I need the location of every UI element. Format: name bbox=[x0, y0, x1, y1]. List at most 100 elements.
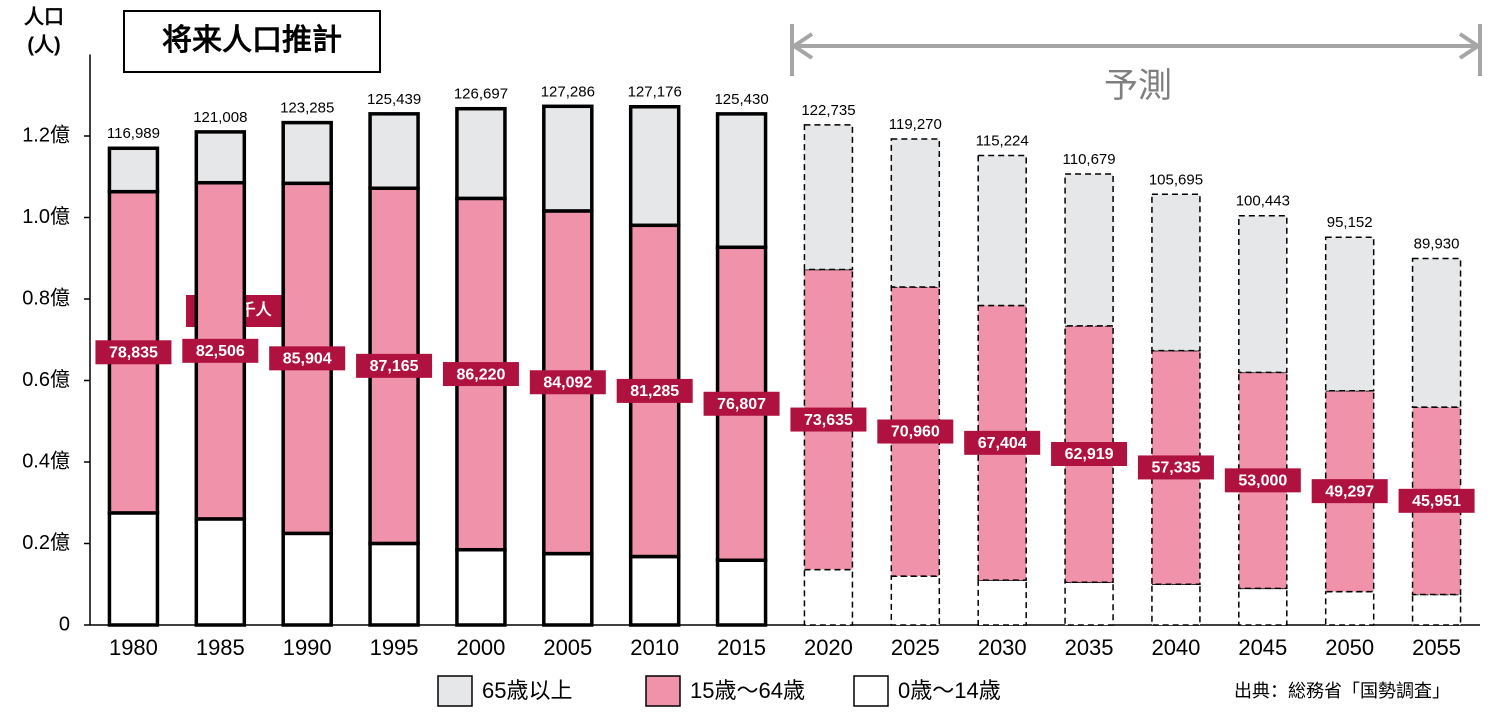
bar-segment bbox=[1238, 214, 1288, 374]
bar-segment bbox=[1411, 593, 1462, 626]
bar-segment bbox=[628, 105, 681, 228]
total-label: 116,989 bbox=[107, 125, 160, 142]
bar-segment bbox=[1064, 581, 1114, 626]
bar-segment bbox=[1324, 590, 1375, 626]
y-tick-label: 0.4億 bbox=[22, 449, 70, 472]
x-tick-label: 2035 bbox=[1065, 635, 1114, 660]
total-label: 125,439 bbox=[367, 91, 421, 108]
y-tick-label: 0.2億 bbox=[22, 531, 70, 554]
legend-swatch bbox=[437, 675, 473, 707]
bar-segment bbox=[281, 531, 333, 627]
bar-segment bbox=[628, 554, 681, 627]
bar-segment bbox=[455, 547, 507, 627]
value-label: 45,951 bbox=[1412, 493, 1461, 510]
bar-segment bbox=[368, 112, 420, 190]
value-label-box bbox=[1398, 488, 1475, 513]
value-label: 67,404 bbox=[978, 435, 1027, 452]
bar-segment bbox=[1238, 587, 1288, 626]
x-tick-label: 1980 bbox=[109, 635, 158, 660]
total-label: 100,443 bbox=[1236, 193, 1290, 210]
bar-segment bbox=[194, 130, 247, 185]
total-label: 126,697 bbox=[454, 86, 508, 103]
value-label: 81,285 bbox=[630, 383, 679, 400]
total-label: 125,430 bbox=[714, 91, 768, 108]
chart-title: 将来人口推計 bbox=[162, 23, 342, 57]
value-label-box bbox=[877, 419, 954, 444]
forecast-label: 予測 bbox=[1104, 67, 1172, 105]
x-tick-label: 1995 bbox=[370, 635, 419, 660]
x-tick-label: 2030 bbox=[978, 635, 1027, 660]
bar-segment bbox=[455, 106, 507, 201]
value-label: 86,220 bbox=[456, 366, 505, 383]
value-label: 62,919 bbox=[1065, 446, 1114, 463]
bar-segment bbox=[890, 138, 941, 288]
bar-segment bbox=[1151, 193, 1201, 352]
value-label: 78,835 bbox=[109, 345, 158, 362]
y-tick-label: 0.6億 bbox=[22, 368, 70, 391]
bar-segment bbox=[1151, 583, 1201, 626]
value-label-box bbox=[1137, 455, 1214, 480]
x-tick-label: 2015 bbox=[717, 635, 766, 660]
x-tick-label: 2010 bbox=[630, 635, 679, 660]
total-label: 123,285 bbox=[280, 100, 334, 117]
value-label: 70,960 bbox=[891, 424, 940, 441]
value-label-box bbox=[1224, 468, 1301, 493]
bar-segment bbox=[107, 511, 160, 627]
bar-segment bbox=[803, 568, 854, 626]
value-label-box bbox=[964, 430, 1041, 455]
x-tick-label: 2055 bbox=[1412, 635, 1461, 660]
value-label: 76,807 bbox=[717, 396, 766, 413]
total-label: 110,679 bbox=[1063, 151, 1116, 168]
x-tick-label: 1990 bbox=[283, 635, 332, 660]
value-label: 49,297 bbox=[1325, 483, 1374, 500]
legend-swatch bbox=[853, 675, 889, 707]
bar-segment bbox=[281, 120, 333, 186]
total-label: 127,286 bbox=[541, 83, 595, 100]
value-label: 57,335 bbox=[1151, 460, 1200, 477]
value-label-box bbox=[95, 340, 172, 365]
legend-label: 0歳～14歳 bbox=[898, 678, 1001, 703]
bar-segment bbox=[977, 579, 1027, 626]
legend-label: 15歳～64歳 bbox=[690, 678, 805, 703]
y-tick-label: 0 bbox=[59, 613, 70, 635]
value-label: 73,635 bbox=[804, 412, 853, 429]
total-label: 95,152 bbox=[1327, 214, 1373, 231]
bar-segment bbox=[715, 112, 768, 250]
y-axis-label: 人口 bbox=[24, 5, 64, 28]
value-label: 53,000 bbox=[1238, 473, 1287, 490]
value-label-box bbox=[442, 362, 519, 387]
bar-segment bbox=[1324, 236, 1375, 392]
source: 出典：総務省「国勢調査」 bbox=[1234, 681, 1450, 701]
bar-segment bbox=[715, 558, 768, 627]
bar-segment bbox=[890, 575, 941, 626]
value-label-box bbox=[1311, 479, 1388, 504]
value-label: 84,092 bbox=[543, 374, 592, 391]
value-label-box bbox=[356, 353, 433, 378]
title-box bbox=[123, 10, 381, 73]
forecast-arrow bbox=[790, 32, 814, 60]
total-label: 127,176 bbox=[628, 84, 682, 101]
bar-segment bbox=[977, 154, 1027, 307]
bar-segment bbox=[803, 124, 854, 271]
value-label-box bbox=[529, 370, 606, 395]
forecast-arrow bbox=[1458, 32, 1482, 60]
total-label: 119,270 bbox=[889, 116, 942, 133]
x-tick-label: 1985 bbox=[196, 635, 245, 660]
legend-label: 65歳以上 bbox=[482, 678, 572, 703]
y-tick-label: 0.8億 bbox=[22, 286, 70, 309]
total-label: 89,930 bbox=[1414, 236, 1460, 253]
value-label: 87,165 bbox=[370, 358, 419, 375]
x-tick-label: 2000 bbox=[456, 635, 505, 660]
value-label-box bbox=[703, 391, 780, 416]
bar-segment bbox=[368, 541, 420, 627]
value-label-box bbox=[790, 407, 867, 432]
y-tick-label: 1.0億 bbox=[22, 205, 70, 228]
bar-segment bbox=[194, 517, 247, 627]
total-label: 122,735 bbox=[801, 102, 855, 119]
bar-segment bbox=[1064, 173, 1114, 327]
value-label: 85,904 bbox=[283, 351, 332, 368]
x-tick-label: 2005 bbox=[543, 635, 592, 660]
total-label: 121,008 bbox=[193, 109, 247, 126]
bar-segment bbox=[107, 146, 160, 194]
